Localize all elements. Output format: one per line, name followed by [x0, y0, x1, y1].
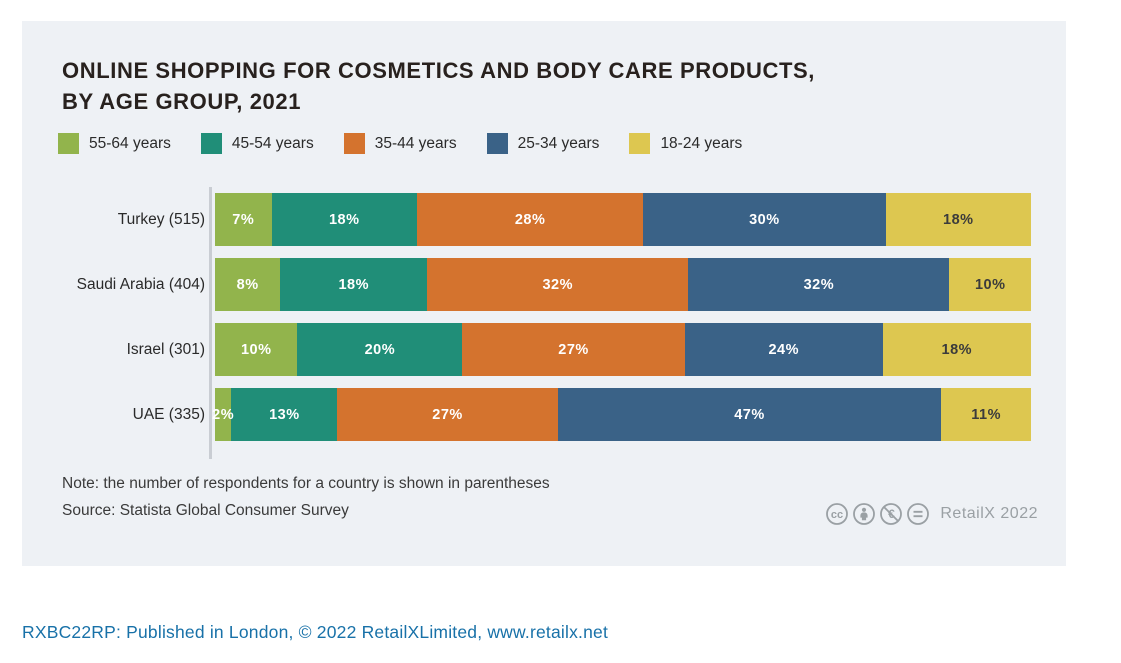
- bar-segment-value: 18%: [328, 211, 360, 228]
- bar-segment-value: 47%: [734, 406, 765, 423]
- bar-stack: 10% 20% 27% 24% 18%: [215, 323, 1031, 376]
- bar-segment-value: 11%: [971, 406, 1001, 423]
- bar-segment: 8%: [215, 258, 281, 311]
- license-badge: cc € RetailX 2022: [825, 502, 1038, 526]
- bar-segment: 32%: [427, 258, 689, 311]
- footer-text: RXBC22RP: Published in London, © 2022 Re…: [22, 622, 609, 642]
- bar-segment: 10%: [949, 258, 1031, 311]
- bar-segment: 28%: [416, 193, 644, 246]
- legend-swatch: [486, 133, 508, 154]
- by-person-icon: [852, 502, 876, 526]
- nd-equals-icon: [906, 502, 930, 526]
- bar-segment-value: 30%: [749, 211, 780, 228]
- bar-segment: 11%: [941, 388, 1031, 441]
- bar-segment: 18%: [280, 258, 428, 311]
- bar-segment: 47%: [557, 388, 942, 441]
- bar-row: Turkey (515) 7% 18% 28% 30% 18%: [22, 193, 1031, 246]
- bar-segment-value: 32%: [542, 276, 573, 293]
- row-label: Saudi Arabia (404): [76, 275, 205, 293]
- bar-row: UAE (335) 2% 13% 27% 47% 11%: [22, 388, 1031, 441]
- row-label: UAE (335): [132, 405, 205, 423]
- chart-title-line1: ONLINE SHOPPING FOR COSMETICS AND BODY C…: [62, 58, 815, 83]
- bar-segment-value: 27%: [432, 406, 463, 423]
- bar-row: Saudi Arabia (404) 8% 18% 32% 32% 10%: [22, 258, 1031, 311]
- axis-line: [209, 187, 212, 459]
- bar-segment-value: 28%: [514, 211, 546, 228]
- bar-segment-value: 20%: [364, 341, 396, 358]
- bar-row: Israel (301) 10% 20% 27% 24% 18%: [22, 323, 1031, 376]
- legend-label: 55-64 years: [89, 134, 171, 152]
- bar-segment-value: 10%: [974, 276, 1006, 293]
- bar-segment-value: 18%: [338, 276, 369, 293]
- bar-stack: 7% 18% 28% 30% 18%: [215, 193, 1031, 246]
- bar-segment: 2%: [212, 388, 235, 441]
- legend-swatch: [343, 133, 365, 154]
- legend-label: 18-24 years: [660, 134, 743, 152]
- bar-segment-value: 18%: [943, 211, 974, 228]
- bar-segment-value: 13%: [269, 406, 300, 423]
- bar-segment: 27%: [337, 388, 558, 441]
- chart-source: Source: Statista Global Consumer Survey: [62, 502, 349, 519]
- bar-stack: 2% 13% 27% 47% 11%: [212, 388, 1031, 441]
- bar-segment: 18%: [271, 193, 417, 246]
- cc-icon: cc: [825, 502, 849, 526]
- bar-segment: 13%: [231, 388, 338, 441]
- bar-segment-value: 24%: [768, 341, 799, 358]
- chart-title: ONLINE SHOPPING FOR COSMETICS AND BODY C…: [62, 55, 815, 117]
- stacked-bar-chart: Turkey (515) 7% 18% 28% 30% 18% Saudi Arabia (…: [22, 193, 1031, 453]
- bar-stack: 8% 18% 32% 32% 10%: [215, 258, 1031, 311]
- bar-segment: 20%: [297, 323, 463, 376]
- note-block: Note: the number of respondents for a co…: [62, 470, 550, 524]
- legend-item: 18-24 years: [629, 133, 742, 154]
- bar-segment: 18%: [885, 193, 1031, 246]
- bar-segment-value: 2%: [212, 406, 235, 423]
- bar-segment-value: 27%: [558, 341, 589, 358]
- bar-segment-value: 10%: [240, 341, 272, 358]
- bar-segment: 24%: [684, 323, 883, 376]
- bar-segment-value: 8%: [236, 276, 259, 293]
- chart-card: ONLINE SHOPPING FOR COSMETICS AND BODY C…: [22, 21, 1066, 566]
- bar-segment-value: 32%: [803, 276, 835, 293]
- legend-label: 25-34 years: [517, 134, 600, 152]
- chart-note: Note: the number of respondents for a co…: [62, 475, 550, 492]
- legend-swatch: [629, 133, 651, 154]
- bar-segment: 7%: [215, 193, 272, 246]
- bar-segment-value: 7%: [232, 211, 255, 228]
- legend-item: 35-44 years: [343, 133, 457, 154]
- legend-label: 35-44 years: [374, 134, 457, 152]
- bar-segment: 18%: [882, 323, 1031, 376]
- legend-swatch: [200, 133, 222, 154]
- bar-segment: 10%: [215, 323, 298, 376]
- bar-segment: 32%: [688, 258, 950, 311]
- chart-title-line2: BY AGE GROUP, 2021: [62, 89, 302, 114]
- legend-item: 45-54 years: [200, 133, 314, 154]
- badge-label: RetailX 2022: [940, 505, 1038, 522]
- nc-euro-icon: €: [879, 502, 903, 526]
- row-label: Israel (301): [126, 340, 205, 358]
- legend: 55-64 years 45-54 years 35-44 years 25-34 y…: [58, 133, 742, 154]
- bar-segment-value: 18%: [941, 341, 973, 358]
- bar-segment: 30%: [643, 193, 886, 246]
- row-label: Turkey (515): [117, 210, 205, 228]
- legend-swatch: [58, 133, 79, 154]
- legend-label: 45-54 years: [231, 134, 314, 152]
- legend-item: 55-64 years: [58, 133, 171, 154]
- legend-item: 25-34 years: [486, 133, 600, 154]
- svg-text:cc: cc: [831, 509, 843, 521]
- bar-segment: 27%: [462, 323, 685, 376]
